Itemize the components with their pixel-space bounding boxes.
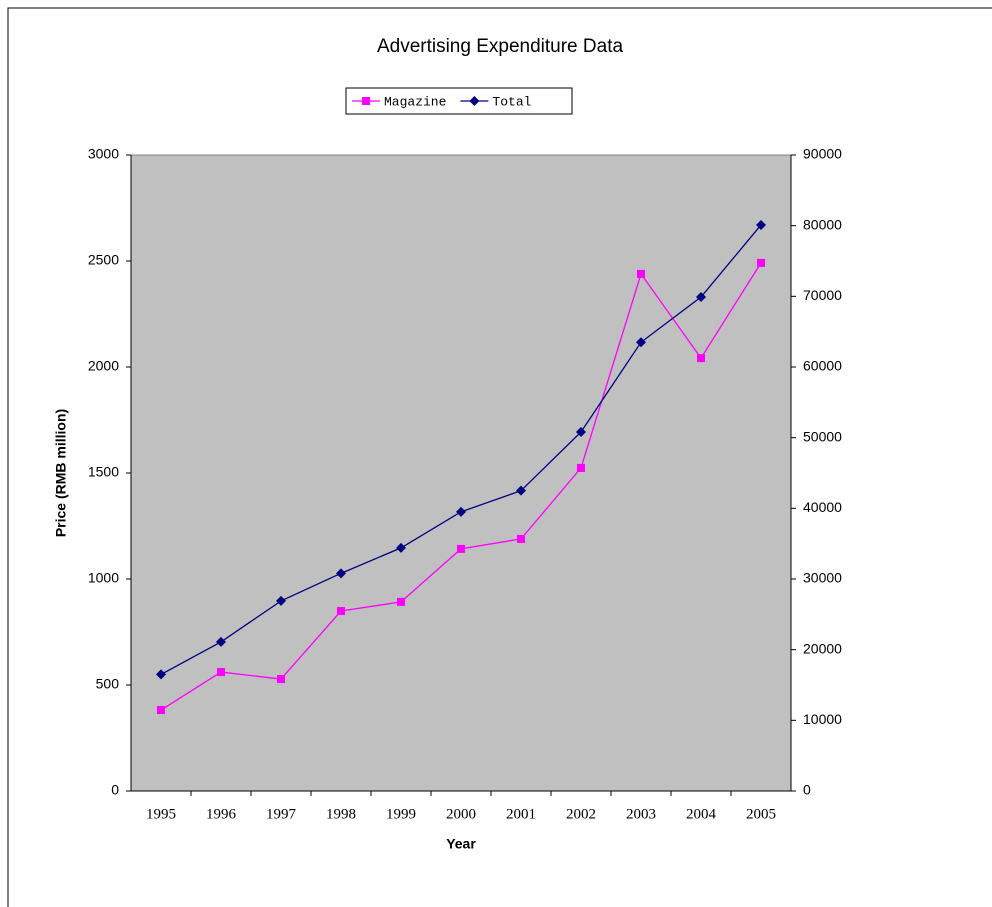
x-tick-label: 1995 bbox=[146, 806, 176, 822]
legend-marker bbox=[469, 96, 480, 106]
data-point bbox=[336, 568, 346, 579]
y2-tick-label: 20000 bbox=[803, 640, 842, 656]
data-point bbox=[216, 636, 226, 647]
legend-label: Magazine bbox=[384, 94, 446, 109]
data-point bbox=[756, 219, 766, 230]
y-tick-label: 0 bbox=[111, 782, 119, 798]
x-tick-label: 2004 bbox=[686, 806, 717, 822]
data-point bbox=[696, 292, 706, 303]
x-tick-label: 2005 bbox=[746, 806, 776, 822]
y2-tick-label: 90000 bbox=[803, 146, 842, 162]
x-tick-label: 1996 bbox=[206, 806, 237, 822]
data-point bbox=[576, 427, 586, 438]
data-point bbox=[397, 597, 405, 606]
plot-area bbox=[130, 154, 792, 792]
data-point bbox=[156, 669, 166, 680]
data-point bbox=[757, 258, 765, 267]
y2-tick-label: 70000 bbox=[803, 287, 842, 303]
chart-title: Advertising Expenditure Data bbox=[377, 36, 624, 57]
y-tick-label: 1000 bbox=[88, 570, 119, 586]
x-tick-label: 2003 bbox=[626, 806, 656, 822]
data-point bbox=[516, 485, 526, 496]
y2-tick-label: 50000 bbox=[803, 428, 842, 444]
x-tick-label: 1997 bbox=[266, 806, 297, 822]
legend-marker bbox=[362, 97, 370, 105]
x-axis-label: Year bbox=[446, 836, 476, 852]
x-tick-label: 2000 bbox=[446, 806, 476, 822]
data-point bbox=[577, 463, 585, 472]
x-tick-label: 1998 bbox=[326, 806, 356, 822]
data-point bbox=[517, 534, 525, 543]
y2-tick-label: 0 bbox=[803, 782, 811, 798]
data-point bbox=[157, 706, 165, 715]
y2-tick-label: 80000 bbox=[803, 216, 842, 232]
data-point bbox=[636, 337, 646, 348]
y-tick-label: 2000 bbox=[88, 358, 119, 374]
y-tick-label: 500 bbox=[96, 676, 120, 692]
x-tick-label: 1999 bbox=[386, 806, 416, 822]
data-point bbox=[337, 607, 345, 616]
x-tick-label: 2002 bbox=[566, 806, 596, 822]
data-point bbox=[697, 354, 705, 363]
legend-label: Total bbox=[492, 94, 531, 109]
y-tick-label: 1500 bbox=[88, 464, 119, 480]
chart-border bbox=[7, 7, 992, 907]
y2-tick-label: 60000 bbox=[803, 358, 842, 374]
data-point bbox=[637, 269, 645, 278]
y2-tick-label: 40000 bbox=[803, 499, 842, 515]
y-tick-label: 2500 bbox=[88, 252, 119, 268]
data-point bbox=[396, 542, 406, 553]
data-point bbox=[457, 544, 465, 553]
x-tick-label: 2001 bbox=[506, 806, 536, 822]
data-point bbox=[276, 595, 286, 606]
legend-box bbox=[345, 87, 573, 115]
data-point bbox=[277, 675, 285, 684]
y2-tick-label: 10000 bbox=[803, 711, 842, 727]
y-tick-label: 3000 bbox=[88, 146, 119, 162]
data-point bbox=[456, 506, 466, 517]
data-point bbox=[217, 668, 225, 677]
y2-tick-label: 30000 bbox=[803, 570, 842, 586]
y-axis-label: Price (RMB million) bbox=[53, 409, 69, 537]
